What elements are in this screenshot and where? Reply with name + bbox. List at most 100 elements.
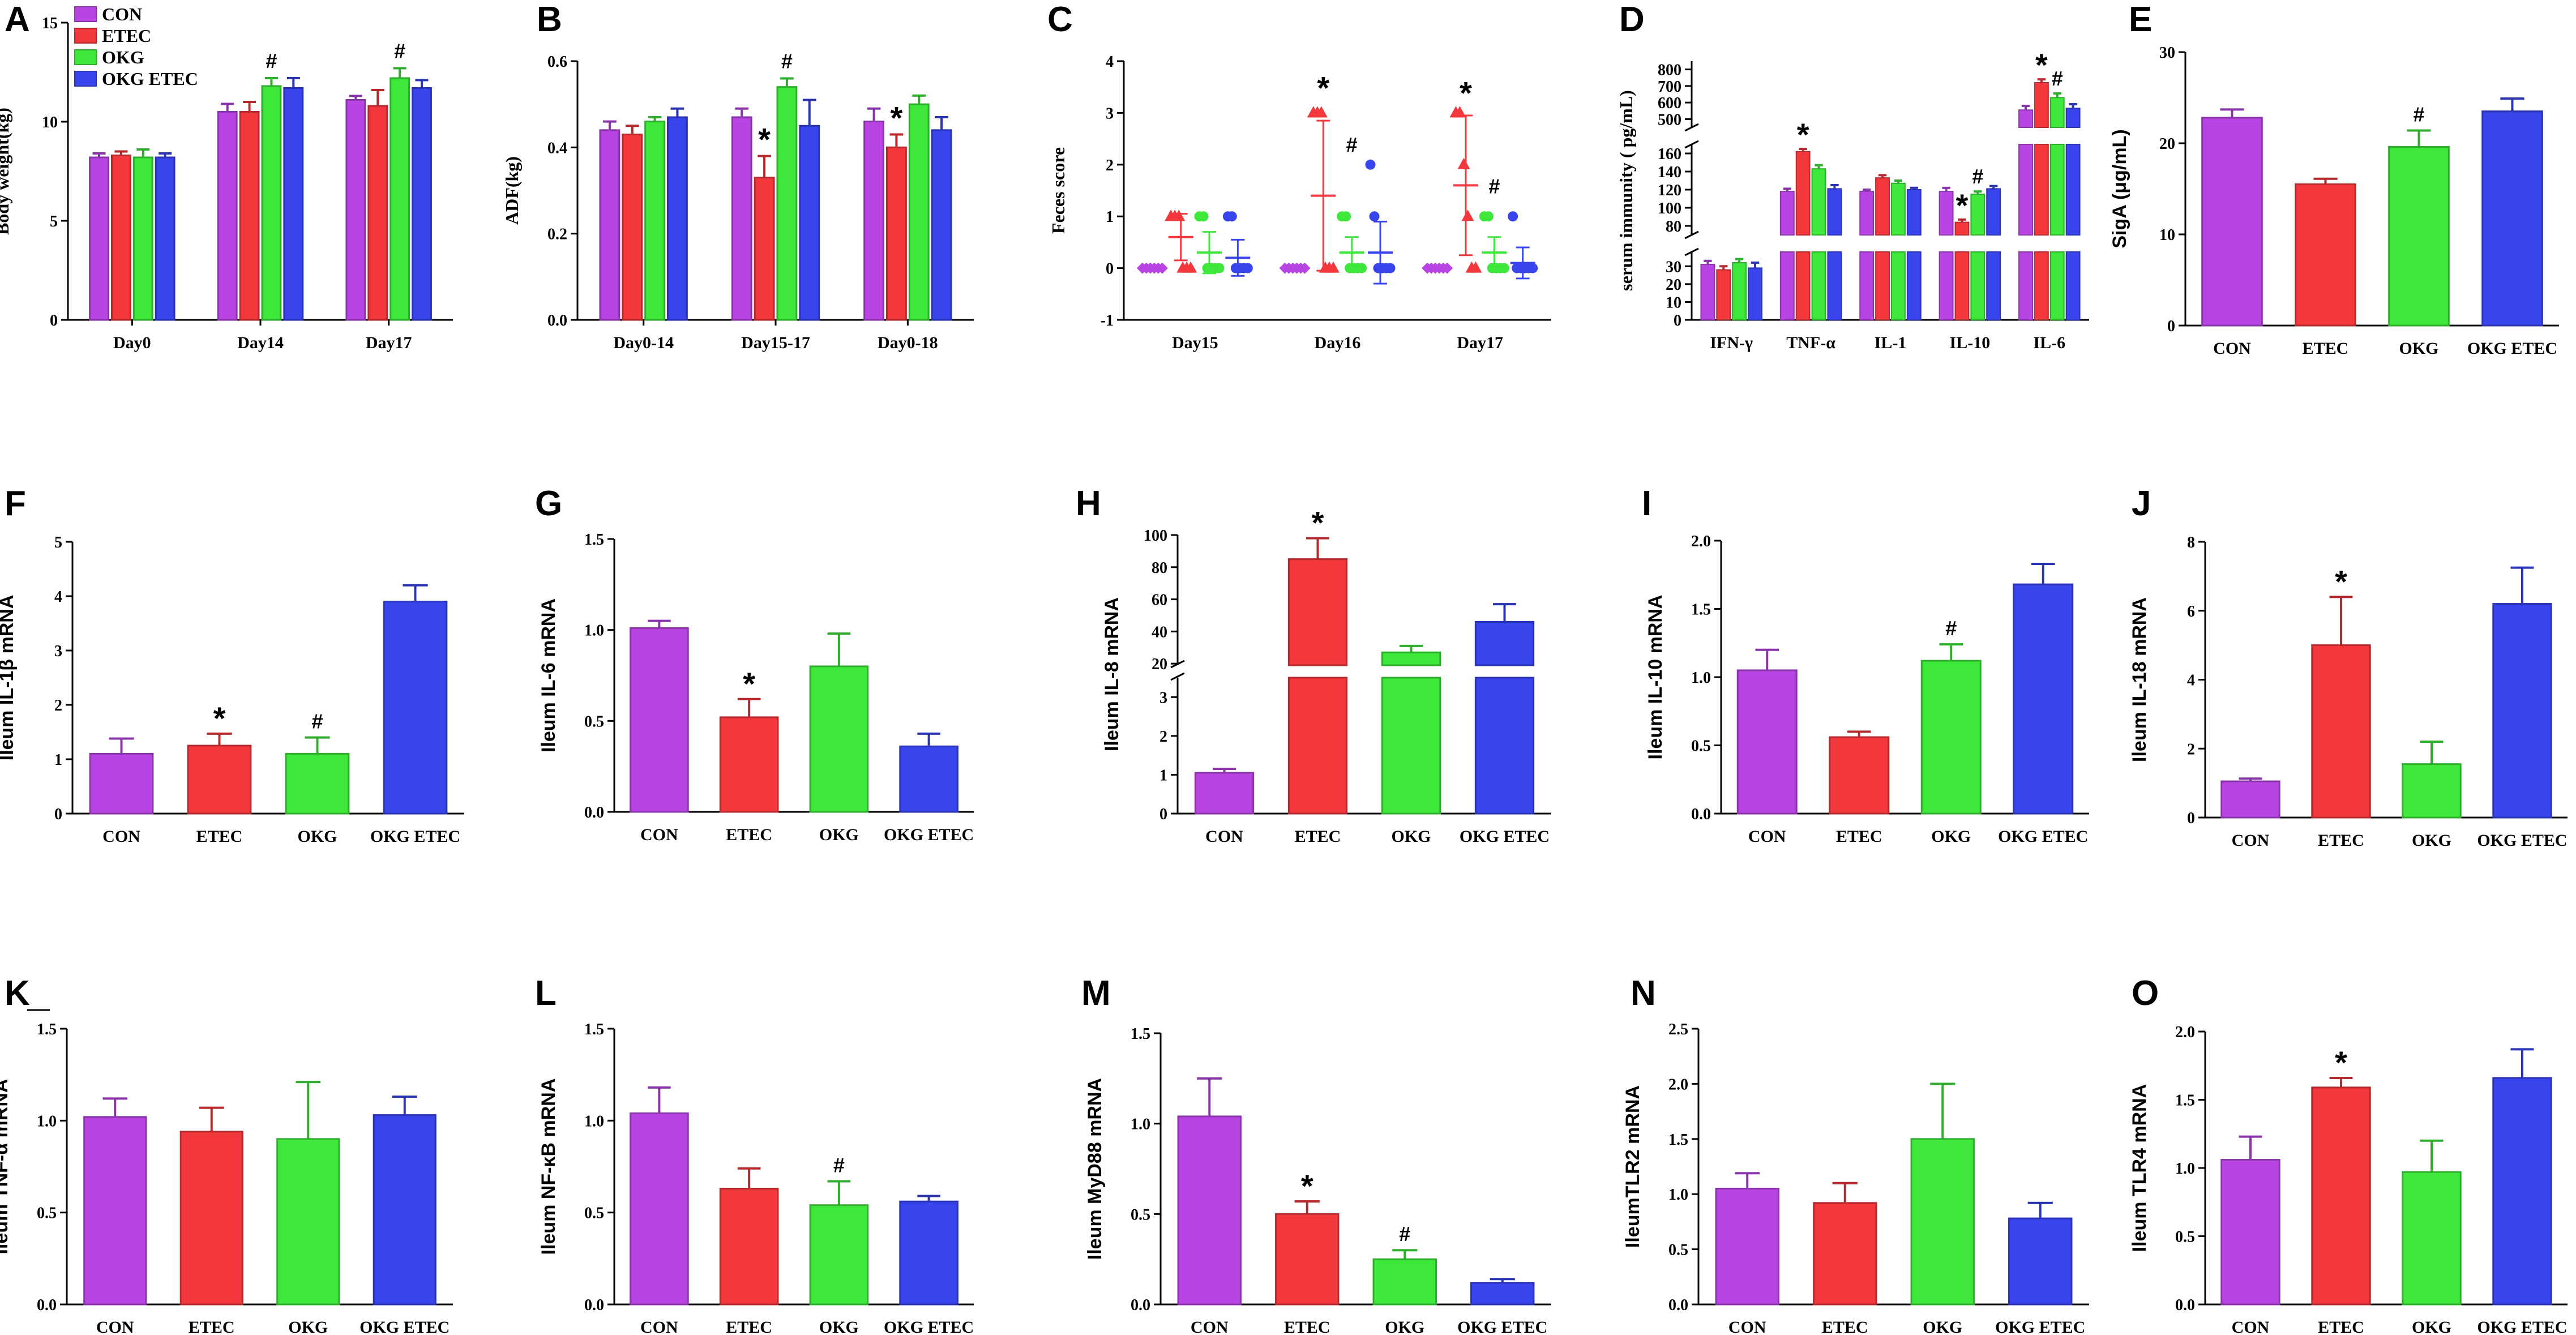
x-category-label: OKG: [1931, 827, 1971, 846]
bar-etec: [187, 744, 252, 815]
bar-okg-etec: [1986, 251, 2001, 320]
bar-con: [599, 129, 621, 321]
significance-star: *: [1317, 70, 1329, 106]
data-point: [1214, 263, 1225, 273]
y-tick-label: 5: [54, 534, 62, 551]
data-point: [1365, 159, 1376, 170]
bar-con: [1736, 669, 1798, 815]
bar-okg-etec: [155, 156, 176, 321]
bar-okg: [1910, 1138, 1975, 1306]
significance-star: *: [2035, 47, 2048, 83]
y-tick-label: 1: [1159, 767, 1167, 784]
bar-con: [630, 1112, 689, 1306]
y-axis-label: serum immunity ( pg/mL): [1616, 90, 1636, 291]
x-category-label: Day15-17: [741, 333, 810, 352]
x-category-label: OKG: [297, 827, 337, 846]
data-point: [1469, 261, 1482, 273]
y-tick-label: 140: [1658, 164, 1681, 181]
y-tick-label: 0.5: [37, 1205, 57, 1222]
bar-okg: [1970, 251, 1986, 320]
axis-break-mark: [1170, 672, 1185, 681]
x-category-label: OKG: [2399, 339, 2438, 358]
y-tick-label: 0.5: [1668, 1242, 1688, 1259]
significance-hash: #: [394, 40, 405, 63]
bar-con: [630, 627, 689, 813]
y-axis-label: SigA (μg/mL): [2109, 129, 2130, 248]
bar-etec: [754, 177, 775, 321]
y-tick-label: 3: [1159, 689, 1167, 707]
y-tick-label: 1.5: [37, 1021, 57, 1038]
x-category-label: Day0-14: [613, 333, 674, 352]
y-tick-label: 1.5: [1131, 1025, 1150, 1043]
bar-okg: [1732, 262, 1747, 320]
y-axis-label: Ileum TNF-α mRNA: [0, 1079, 12, 1255]
bar-con: [1779, 191, 1795, 236]
legend-label: CON: [102, 4, 142, 24]
significance-star: *: [1797, 117, 1809, 152]
bar-okg-etec: [1474, 677, 1535, 815]
bar-etec: [1795, 251, 1811, 320]
y-tick-label: 1: [54, 751, 62, 769]
legend-swatch-etec: [74, 28, 97, 44]
legend-label: OKG ETEC: [102, 69, 198, 89]
x-category-label: OKG: [1385, 1318, 1424, 1335]
bar-okg: [1811, 251, 1826, 320]
significance-hash: #: [2413, 102, 2424, 126]
bar-etec: [1875, 177, 1890, 236]
panel-letter: B: [537, 0, 562, 39]
y-tick-label: 2: [1159, 728, 1167, 746]
legend-swatch-okg-etec: [74, 71, 97, 87]
bar-okg: [809, 1204, 869, 1306]
x-category-label: IL-1: [1875, 333, 1907, 352]
significance-star: *: [1301, 1168, 1313, 1204]
bar-con: [1859, 191, 1875, 236]
x-category-label: ETEC: [2318, 831, 2364, 850]
bar-okg-etec: [799, 125, 820, 321]
significance-star: *: [1460, 75, 1472, 111]
bar-okg-etec: [2492, 603, 2552, 819]
y-tick-label: 500: [1658, 111, 1681, 129]
x-category-label: ETEC: [726, 825, 772, 844]
x-category-label: Day17: [1457, 333, 1503, 352]
data-point: [1326, 261, 1340, 273]
significance-hash: #: [266, 49, 277, 72]
bar-okg-etec: [931, 129, 952, 321]
panel-letter: E: [2129, 0, 2152, 39]
y-axis-label: Ileum IL-8 mRNA: [1101, 597, 1123, 751]
y-tick-label: 10: [1666, 294, 1681, 311]
bar-okg: [261, 85, 282, 321]
y-axis-label: Ileum IL-10 mRNA: [1645, 595, 1666, 760]
bar-etec: [1829, 736, 1890, 815]
x-category-label: OKG: [288, 1318, 328, 1335]
bar-etec: [239, 111, 260, 321]
y-tick-label: 600: [1658, 95, 1681, 112]
bar-okg: [776, 86, 798, 321]
significance-hash: #: [2052, 67, 2063, 90]
bar-okg-etec: [283, 87, 304, 321]
x-category-label: OKG ETEC: [2477, 1318, 2567, 1335]
panel-letter: I: [1642, 484, 1651, 523]
chart-panel-b: B 0.0 0.2 0.4 0.6 ADF(kg) Day0-14 Day15-17 Day0-…: [502, 0, 974, 352]
y-tick-label: 4: [2187, 672, 2195, 690]
y-tick-label: 0: [1159, 806, 1167, 823]
bar-etec: [2034, 251, 2049, 320]
bar-etec: [367, 105, 388, 321]
x-category-label: IL-10: [1950, 333, 1991, 352]
x-category-label: OKG: [2412, 1318, 2451, 1335]
bar-etec: [2295, 183, 2356, 327]
significance-hash: #: [781, 49, 793, 72]
y-tick-label: 0: [50, 312, 58, 330]
y-tick-label: 4: [54, 588, 62, 606]
y-tick-label: 1.0: [584, 1112, 604, 1130]
y-tick-label: 40: [1152, 623, 1167, 641]
y-tick-label: 10: [2159, 226, 2175, 244]
y-tick-label: 0.0: [37, 1297, 57, 1314]
bar-etec: [1287, 558, 1348, 666]
bar-etec: [2311, 1086, 2371, 1306]
panel-letter: L: [535, 974, 557, 1013]
chart-panel-i: I 0.0 0.5 1.0 1.5 2.0 Ileum IL-10 mRNA CON ETEC O…: [1642, 484, 2089, 846]
x-category-label: ETEC: [2303, 339, 2349, 358]
data-point: [1198, 211, 1209, 222]
